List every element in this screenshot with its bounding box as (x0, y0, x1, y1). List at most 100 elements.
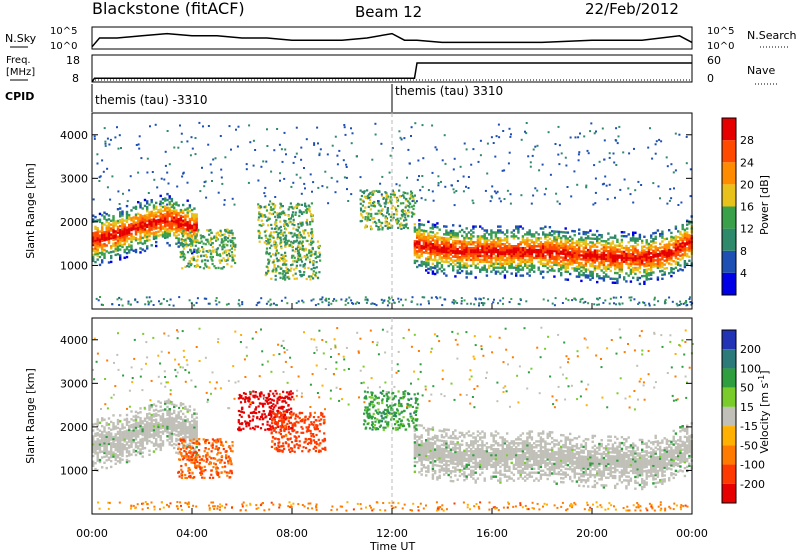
velocity-pixel (168, 431, 171, 434)
velocity-pixel (128, 454, 131, 457)
power-pixel (123, 242, 126, 246)
power-pixel (159, 200, 162, 203)
power-pixel (344, 133, 347, 136)
power-pixel (675, 302, 678, 305)
power-pixel (598, 261, 601, 264)
velocity-pixel (128, 444, 131, 447)
power-pixel (132, 222, 135, 225)
power-pixel (584, 242, 588, 246)
power-pixel (119, 232, 122, 236)
power-pixel (566, 253, 570, 256)
power-pixel (116, 241, 120, 244)
power-pixel (629, 270, 633, 273)
power-pixel (630, 296, 633, 299)
velocity-pixel (157, 443, 160, 446)
power-pixel (463, 264, 466, 267)
power-pixel (562, 266, 565, 269)
power-pixel (470, 239, 473, 242)
velocity-pixel (161, 444, 165, 447)
power-pixel (186, 251, 190, 254)
power-pixel (645, 258, 648, 262)
power-pixel (386, 210, 389, 213)
power-pixel (674, 235, 678, 238)
power-pixel (125, 214, 129, 218)
power-pixel (643, 301, 646, 304)
power-pixel (542, 262, 545, 265)
velocity-pixel (101, 430, 104, 434)
power-pixel (318, 253, 322, 256)
power-pixel (343, 126, 346, 129)
power-pixel (502, 302, 504, 305)
power-pixel (584, 246, 588, 250)
power-pixel (616, 250, 619, 253)
power-pixel (560, 244, 563, 247)
power-pixel (638, 235, 642, 239)
velocity-pixel (139, 448, 142, 451)
power-pixel (440, 256, 444, 259)
power-pixel (440, 180, 442, 183)
power-pixel (298, 203, 301, 206)
power-pixel (425, 245, 428, 249)
power-pixel (119, 224, 122, 228)
power-pixel (458, 242, 462, 245)
power-pixel (146, 157, 149, 160)
power-pixel (372, 190, 375, 193)
power-pixel (374, 220, 377, 223)
power-pixel (530, 266, 534, 269)
power-pixel (440, 236, 444, 240)
velocity-pixel (173, 442, 176, 446)
power-pixel (419, 303, 422, 306)
power-pixel (512, 229, 516, 232)
power-pixel (566, 262, 570, 266)
power-pixel (454, 236, 457, 239)
power-pixel (647, 242, 651, 246)
power-pixel (674, 262, 678, 266)
power-pixel (627, 264, 630, 267)
power-pixel (148, 229, 151, 232)
power-pixel (587, 243, 590, 246)
power-pixel (562, 231, 565, 234)
power-pixel (454, 251, 457, 255)
power-pixel (110, 250, 113, 254)
power-pixel (546, 249, 549, 252)
power-pixel (681, 243, 684, 246)
power-pixel (221, 182, 224, 185)
power-pixel (209, 163, 212, 166)
power-pixel (282, 255, 285, 258)
power-pixel (517, 252, 520, 256)
power-pixel (524, 264, 527, 267)
power-pixel (425, 237, 428, 241)
power-pixel (431, 237, 435, 240)
power-pixel (166, 230, 169, 233)
power-pixel (670, 255, 673, 258)
velocity-pixel (148, 430, 151, 433)
power-pixel (465, 252, 468, 256)
power-pixel (602, 253, 606, 257)
velocity-pixel (128, 436, 131, 439)
velocity-pixel (161, 412, 165, 416)
power-pixel (654, 265, 657, 268)
power-pixel (150, 199, 153, 202)
power-pixel (611, 263, 615, 267)
power-pixel (184, 224, 187, 227)
power-pixel (633, 147, 635, 150)
power-pixel (547, 299, 550, 302)
power-pixel (148, 219, 151, 222)
power-pixel (155, 223, 158, 226)
power-pixel (427, 300, 430, 303)
power-pixel (199, 266, 202, 269)
velocity-pixel (139, 432, 142, 435)
velocity-pixel (105, 459, 108, 462)
velocity-pixel (94, 422, 97, 426)
power-pixel (104, 142, 107, 145)
power-pixel (231, 256, 234, 259)
power-pixel (598, 277, 601, 280)
power-pixel (591, 233, 594, 236)
velocity-pixel (157, 421, 160, 425)
power-pixel (304, 248, 307, 251)
power-pixel (645, 272, 648, 275)
power-pixel (269, 233, 272, 236)
power-pixel (110, 254, 113, 258)
power-pixel (560, 250, 563, 253)
power-pixel (447, 231, 450, 234)
